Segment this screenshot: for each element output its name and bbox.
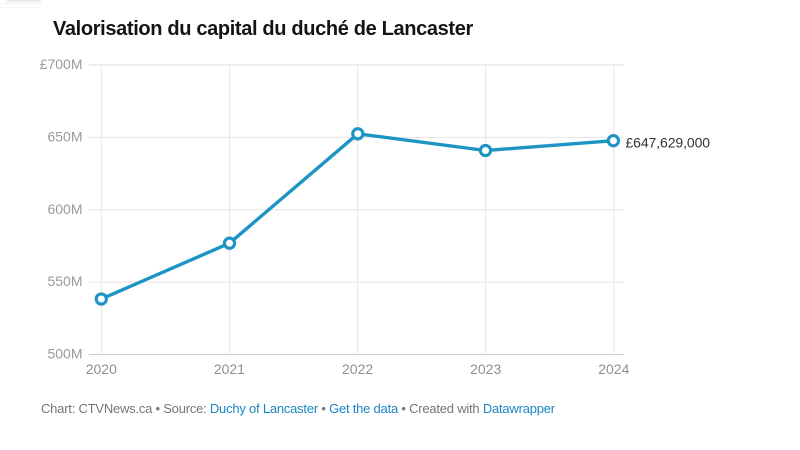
- svg-text:2022: 2022: [342, 361, 373, 377]
- svg-text:2020: 2020: [86, 361, 117, 377]
- svg-text:2023: 2023: [470, 361, 501, 377]
- svg-text:£700M: £700M: [40, 56, 83, 72]
- svg-text:500M: 500M: [47, 346, 82, 362]
- svg-text:£647,629,000: £647,629,000: [626, 135, 711, 151]
- svg-text:600M: 600M: [47, 201, 82, 217]
- svg-text:2021: 2021: [214, 361, 245, 377]
- svg-text:650M: 650M: [47, 128, 82, 144]
- svg-text:550M: 550M: [47, 273, 82, 289]
- svg-text:2024: 2024: [598, 361, 629, 377]
